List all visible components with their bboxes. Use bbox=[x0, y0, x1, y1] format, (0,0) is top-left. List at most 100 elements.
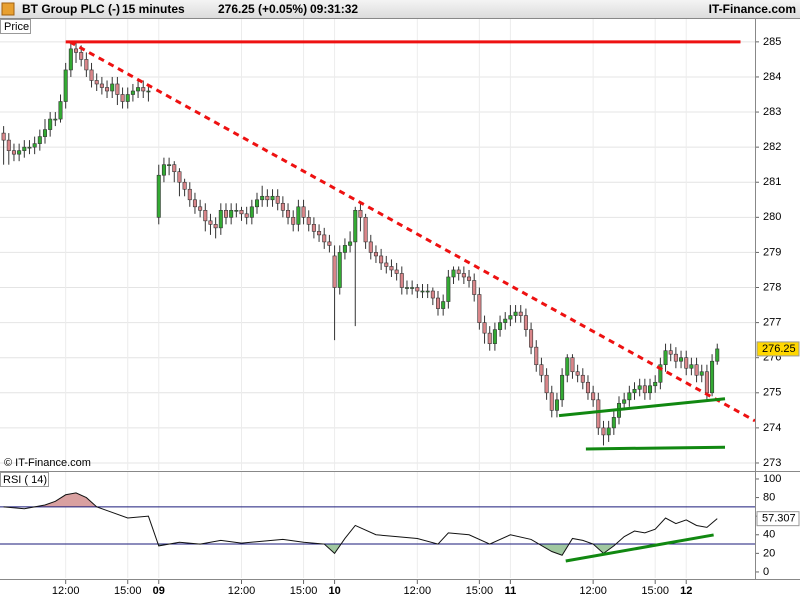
x-tick-label: 12:00 bbox=[579, 585, 607, 597]
candle-body bbox=[306, 217, 311, 225]
candle-body bbox=[244, 213, 249, 218]
candle-body bbox=[580, 374, 585, 383]
y-tick-label: 40 bbox=[763, 529, 775, 541]
candle-body bbox=[141, 87, 146, 92]
candle-body bbox=[534, 346, 539, 366]
candle-body bbox=[275, 195, 280, 204]
x-tick-label: 12:00 bbox=[52, 585, 80, 597]
candle-body bbox=[42, 129, 47, 137]
time: 09:31:32 bbox=[310, 2, 358, 16]
y-tick-label: 279 bbox=[763, 246, 781, 258]
y-tick-label: 282 bbox=[763, 141, 781, 153]
y-tick-label: 20 bbox=[763, 547, 775, 559]
candle-body bbox=[410, 287, 415, 289]
candle-body bbox=[156, 174, 161, 218]
candle-body bbox=[182, 181, 187, 190]
candle-body bbox=[467, 276, 472, 281]
candle-body bbox=[223, 210, 228, 218]
candle-body bbox=[322, 234, 327, 243]
candle-body bbox=[585, 381, 590, 394]
candle-body bbox=[570, 357, 575, 373]
candle-body bbox=[539, 364, 544, 376]
candle-body bbox=[591, 392, 596, 401]
candle-body bbox=[94, 80, 99, 85]
logo-icon bbox=[1, 2, 15, 16]
candle-body bbox=[74, 48, 79, 53]
candle-body bbox=[513, 311, 518, 316]
candle-body bbox=[203, 210, 208, 222]
x-tick-label: 12 bbox=[680, 585, 692, 597]
candle-body bbox=[673, 353, 678, 362]
y-tick-label: 283 bbox=[763, 106, 781, 118]
candle-body bbox=[663, 350, 668, 366]
candle-body bbox=[648, 385, 653, 394]
candle-body bbox=[668, 350, 673, 355]
candle-body bbox=[27, 146, 32, 149]
candle-body bbox=[456, 269, 461, 274]
candle-body bbox=[358, 210, 363, 218]
candle-body bbox=[389, 266, 394, 271]
candle-body bbox=[503, 318, 508, 323]
brand: IT-Finance.com bbox=[709, 2, 796, 16]
candle-body bbox=[213, 224, 218, 229]
x-tick-label: 10 bbox=[328, 585, 340, 597]
candle-body bbox=[399, 273, 404, 288]
candle-body bbox=[11, 150, 16, 155]
x-tick-label: 15:00 bbox=[114, 585, 142, 597]
candle-body bbox=[379, 255, 384, 264]
y-tick-label: 277 bbox=[763, 317, 781, 329]
candle-body bbox=[234, 210, 239, 212]
candle-body bbox=[430, 290, 435, 299]
candle-body bbox=[110, 83, 115, 92]
candle-body bbox=[560, 374, 565, 401]
candle-body bbox=[637, 385, 642, 390]
candle-body bbox=[658, 364, 663, 383]
candle-body bbox=[653, 381, 658, 387]
candle-body bbox=[229, 210, 234, 218]
y-tick-label: 281 bbox=[763, 176, 781, 188]
header-bar bbox=[0, 0, 800, 18]
candle-body bbox=[342, 245, 347, 253]
candle-body bbox=[301, 206, 306, 218]
candle-body bbox=[544, 374, 549, 394]
candle-body bbox=[130, 90, 135, 95]
candle-body bbox=[348, 241, 353, 246]
candle-body bbox=[627, 392, 632, 401]
candle-body bbox=[498, 322, 503, 330]
candle-body bbox=[425, 290, 430, 293]
x-tick-label: 15:00 bbox=[641, 585, 669, 597]
candle-body bbox=[420, 290, 425, 293]
candle-body bbox=[523, 315, 528, 330]
x-tick-label: 12:00 bbox=[404, 585, 432, 597]
trend-line bbox=[565, 533, 714, 563]
y-tick-label: 285 bbox=[763, 36, 781, 48]
panel-label-box bbox=[0, 472, 49, 487]
candle-body bbox=[37, 136, 42, 144]
symbol: BT Group PLC (-) bbox=[22, 2, 120, 16]
y-tick-label: 274 bbox=[763, 422, 781, 434]
candle-body bbox=[394, 269, 399, 274]
candle-body bbox=[172, 164, 177, 173]
candle-body bbox=[120, 94, 125, 102]
candle-body bbox=[529, 329, 534, 348]
candle-body bbox=[296, 206, 301, 225]
plot-area bbox=[0, 472, 755, 578]
last-value-label: 57.307 bbox=[762, 513, 796, 525]
candle-body bbox=[84, 59, 89, 71]
panel-title: RSI ( 14) bbox=[3, 474, 47, 486]
candle-body bbox=[487, 332, 492, 344]
candle-body bbox=[105, 87, 110, 92]
candle-body bbox=[146, 90, 151, 93]
candle-body bbox=[311, 224, 316, 232]
candle-body bbox=[679, 357, 684, 362]
candle-body bbox=[508, 315, 513, 320]
candle-body bbox=[477, 294, 482, 323]
candle-body bbox=[363, 217, 368, 243]
candle-body bbox=[549, 392, 554, 411]
candle-body bbox=[472, 280, 477, 295]
candle-body bbox=[596, 399, 601, 429]
y-tick-label: 278 bbox=[763, 281, 781, 293]
candle-body bbox=[249, 206, 254, 218]
candle-body bbox=[704, 371, 709, 394]
